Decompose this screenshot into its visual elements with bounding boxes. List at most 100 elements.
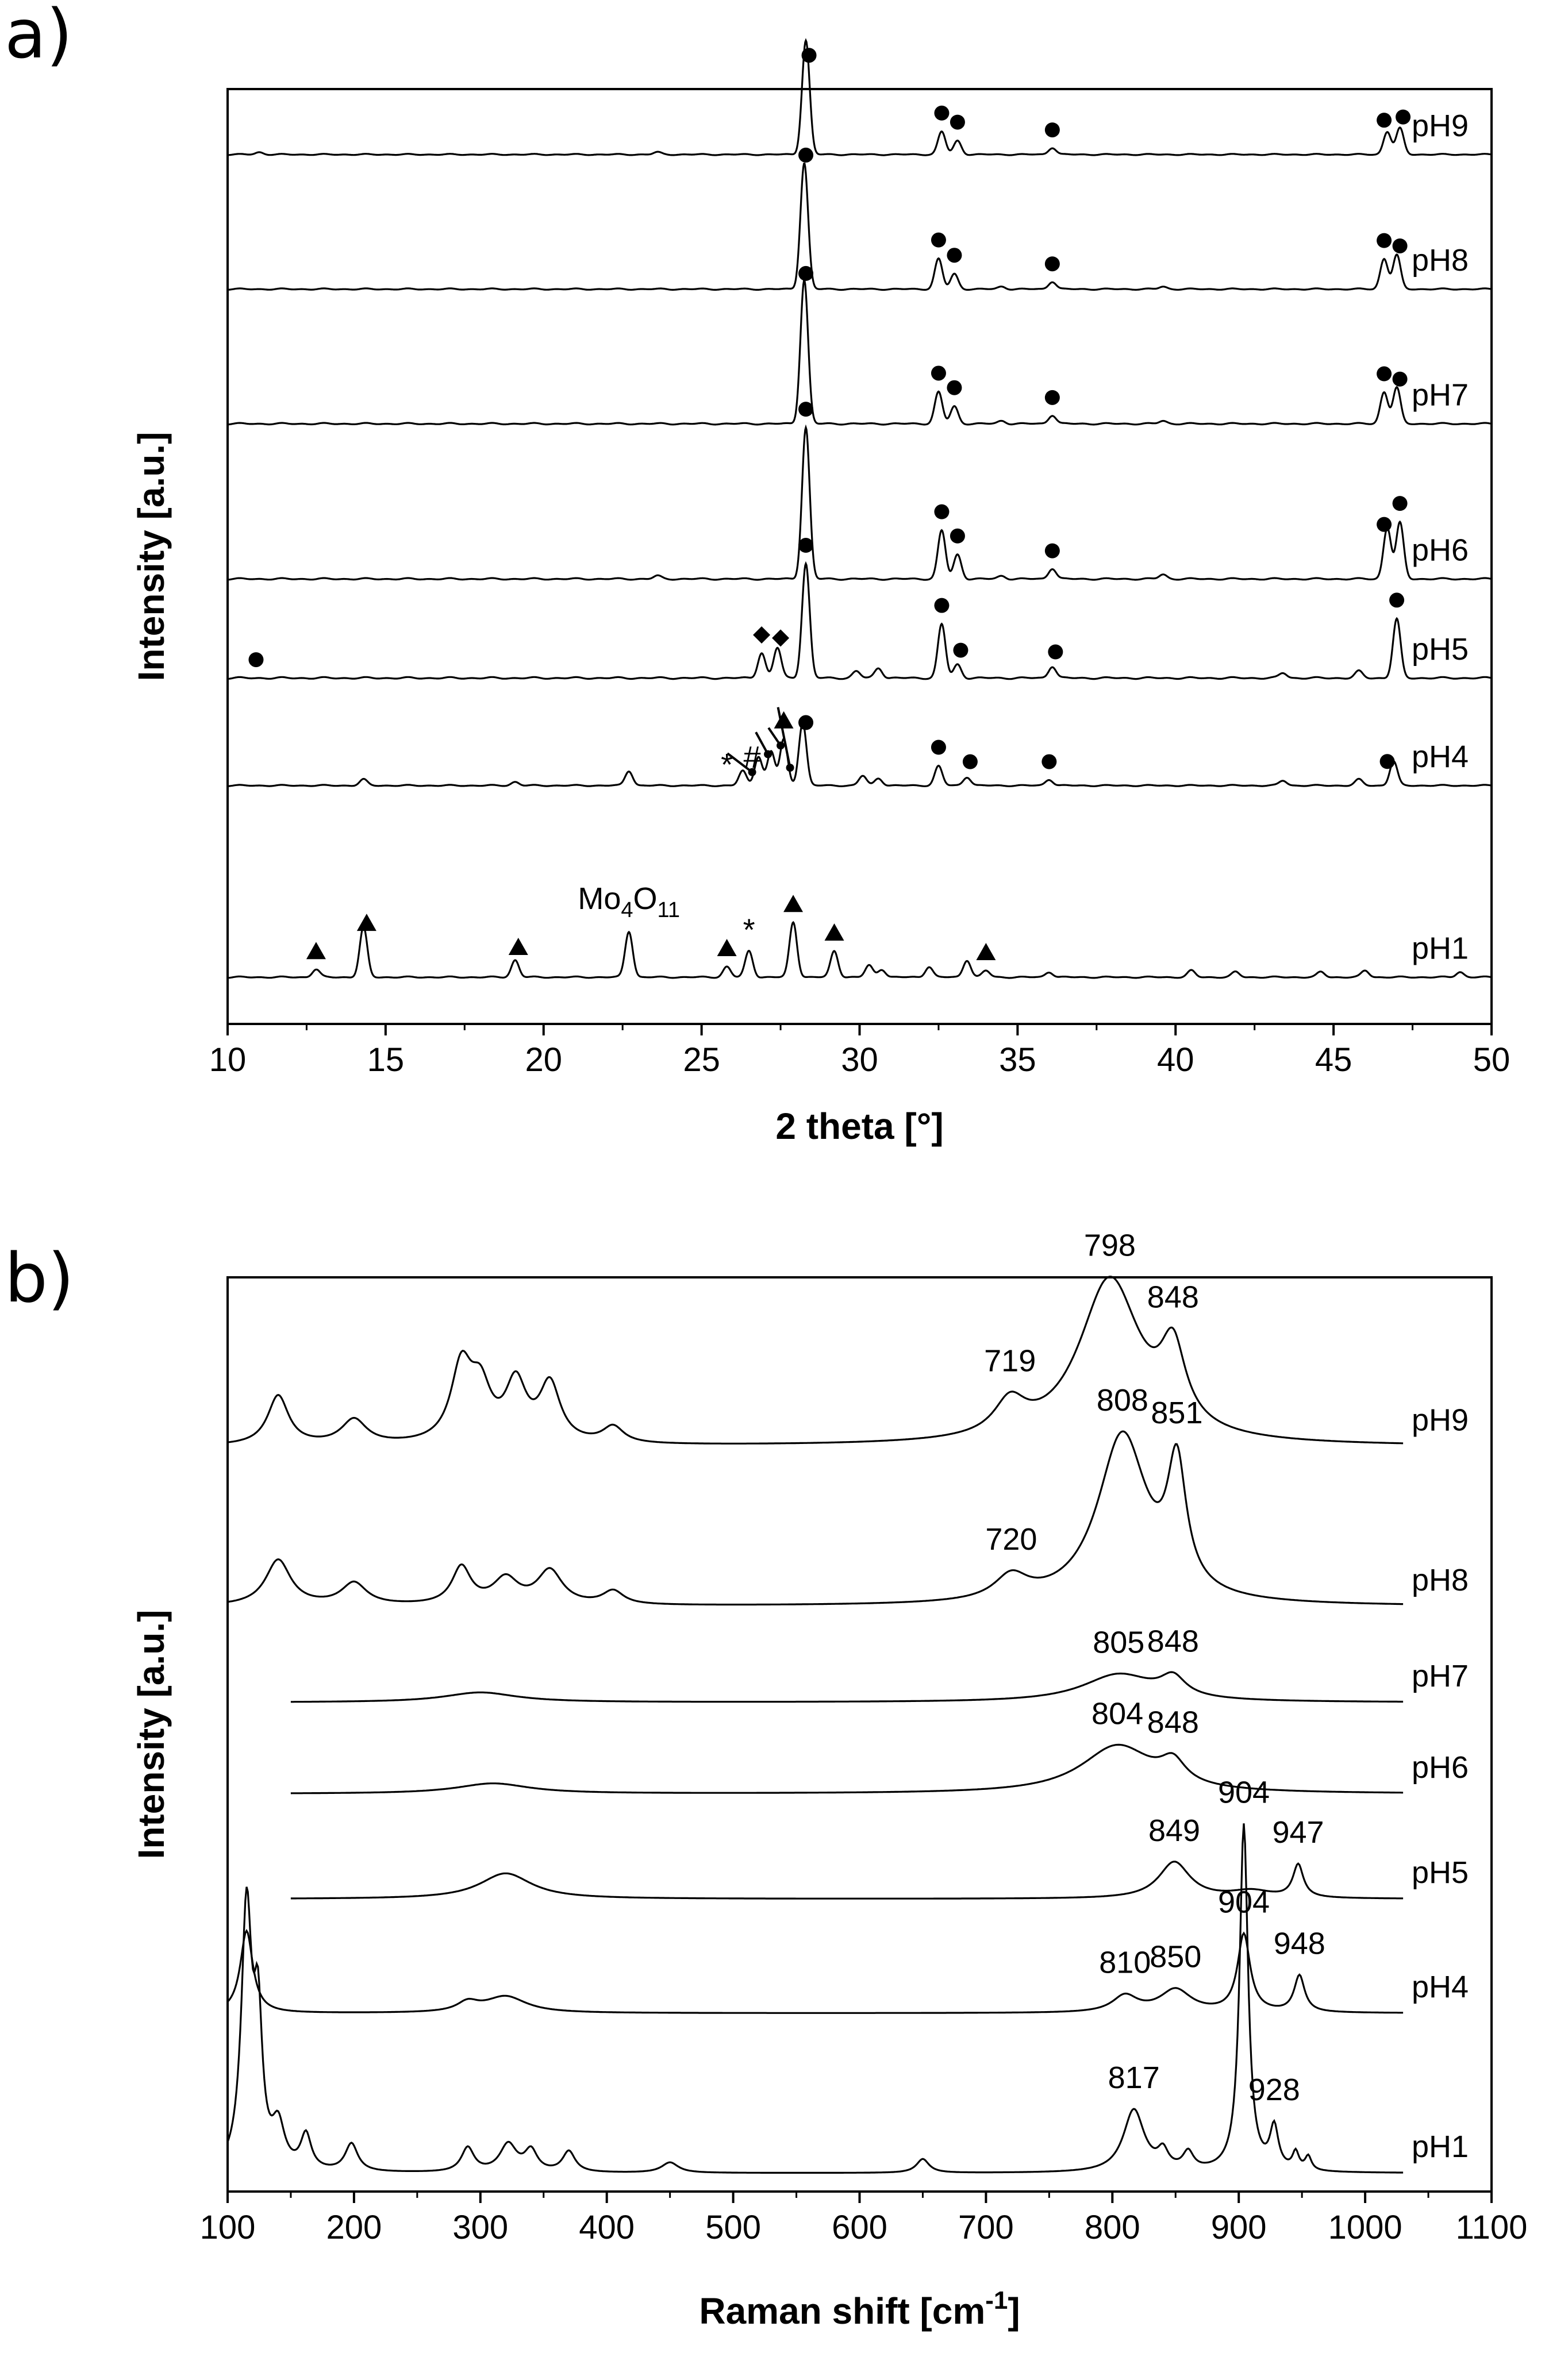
marker-circle — [934, 105, 950, 121]
marker-circle — [801, 48, 817, 63]
marker-circle — [1377, 113, 1392, 128]
marker-circle — [1392, 371, 1408, 387]
trace-pH1 — [228, 921, 1492, 979]
peak-label: 904 — [1218, 1775, 1270, 1809]
peak-label: 848 — [1147, 1280, 1199, 1315]
y-axis-title: Intensity [a.u.] — [130, 1610, 172, 1859]
trace-label-pH5: pH5 — [1412, 1855, 1469, 1890]
trace-pH9 — [227, 1276, 1404, 1445]
marker-circle — [962, 754, 978, 769]
marker-triangle — [717, 939, 737, 957]
x-tick-label: 700 — [958, 2209, 1014, 2246]
marker-circle — [931, 740, 946, 755]
trace-pH6 — [290, 1743, 1404, 1794]
trace-label-pH4: pH4 — [1412, 740, 1469, 774]
peak-label: 808 — [1097, 1383, 1148, 1418]
peak-label: 948 — [1274, 1926, 1325, 1961]
marker-triangle — [508, 937, 528, 955]
marker-triangle — [976, 943, 996, 961]
marker-circle — [1396, 109, 1411, 125]
marker-circle — [950, 114, 965, 130]
peak-label: 904 — [1218, 1885, 1270, 1919]
marker-circle — [798, 265, 814, 281]
x-tick-label: 15 — [367, 1041, 405, 1079]
trace-label-pH6: pH6 — [1412, 1750, 1469, 1785]
trace-label-pH9: pH9 — [1412, 1403, 1469, 1437]
peak-label: 719 — [984, 1344, 1036, 1378]
x-tick-label: 1000 — [1328, 2209, 1402, 2246]
xrd-chart: 10 15 20 25 30 35 40 45 50 2 theta [°] Intensity [… — [130, 38, 1511, 1147]
x-tick-label: 50 — [1473, 1041, 1511, 1079]
peak-label: 851 — [1151, 1396, 1202, 1430]
marker-symbol: * — [721, 748, 733, 782]
x-tick-label: 45 — [1315, 1041, 1352, 1079]
trace-pH8 — [228, 162, 1492, 291]
x-tick-label: 400 — [579, 2209, 635, 2246]
marker-circle — [248, 652, 264, 668]
marker-triangle — [356, 914, 376, 931]
trace-pH6 — [228, 424, 1492, 581]
x-tick-label: 25 — [683, 1041, 720, 1079]
marker-circle — [1379, 754, 1395, 769]
marker-circle — [798, 402, 814, 417]
marker-circle — [1377, 366, 1392, 382]
peak-label: 817 — [1108, 2061, 1160, 2095]
x-tick-label: 900 — [1211, 2209, 1267, 2246]
marker-triangle — [824, 923, 844, 941]
peak-arrow-head — [777, 741, 785, 750]
trace-label-pH1: pH1 — [1412, 931, 1469, 966]
marker-circle — [934, 504, 950, 519]
marker-triangle — [774, 711, 794, 729]
marker-circle — [953, 642, 968, 658]
x-tick-label: 20 — [525, 1041, 562, 1079]
marker-circle — [950, 528, 965, 544]
trace-pH8 — [227, 1430, 1404, 1606]
peak-label: 848 — [1147, 1705, 1199, 1740]
marker-diamond — [772, 629, 790, 647]
marker-circle — [1392, 238, 1408, 253]
peak-label: 805 — [1093, 1626, 1144, 1660]
trace-pH7 — [290, 1671, 1404, 1703]
marker-circle — [1044, 122, 1060, 138]
x-axis-title: Raman shift [cm-1] — [699, 2286, 1020, 2332]
y-axis-title: Intensity [a.u.] — [130, 432, 172, 681]
trace-label-pH9: pH9 — [1412, 109, 1469, 143]
marker-triangle — [306, 942, 326, 960]
panel-a-letter: a) — [5, 0, 73, 74]
marker-circle — [798, 538, 814, 553]
trace-label-pH6: pH6 — [1412, 533, 1469, 568]
marker-circle — [1041, 754, 1057, 769]
x-tick-label: 10 — [209, 1041, 247, 1079]
marker-circle — [934, 598, 950, 613]
trace-label-pH8: pH8 — [1412, 243, 1469, 278]
trace-pH4 — [226, 1928, 1404, 2014]
peak-label: 849 — [1148, 1813, 1200, 1848]
trace-pH7 — [227, 279, 1492, 426]
peak-arrow-head — [764, 750, 772, 758]
trace-label-pH8: pH8 — [1412, 1563, 1469, 1597]
mo4o11-annotation: Mo4O11 — [578, 881, 680, 922]
peak-arrow — [755, 731, 769, 755]
trace-pH1 — [226, 1823, 1404, 2174]
peak-label: 798 — [1084, 1228, 1136, 1263]
peak-label: 804 — [1092, 1696, 1143, 1731]
x-tick-label: 35 — [999, 1041, 1036, 1079]
trace-pH5 — [290, 1861, 1404, 1900]
peak-label: 928 — [1248, 2073, 1300, 2107]
marker-diamond — [753, 626, 771, 644]
marker-symbol: * — [743, 913, 755, 948]
peak-arrow — [777, 707, 791, 768]
marker-circle — [931, 365, 946, 381]
marker-circle — [931, 232, 946, 248]
peak-label: 947 — [1272, 1815, 1324, 1850]
peak-arrow-head — [748, 768, 756, 776]
peak-label: 810 — [1099, 1946, 1151, 1980]
panel-b-letter: b) — [5, 1238, 74, 1318]
marker-triangle — [783, 895, 804, 912]
marker-circle — [1377, 517, 1392, 532]
marker-circle — [947, 380, 962, 395]
x-tick-label: 40 — [1157, 1041, 1194, 1079]
peak-label: 848 — [1147, 1624, 1199, 1658]
plot-frame — [226, 1276, 1493, 2193]
trace-label-pH5: pH5 — [1412, 632, 1469, 667]
